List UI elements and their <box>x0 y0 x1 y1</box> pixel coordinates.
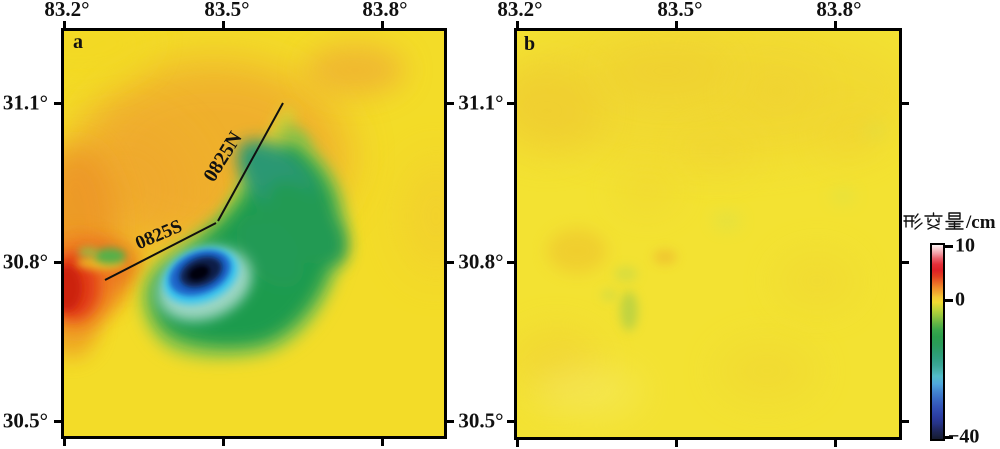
svg-text:/cm: /cm <box>965 212 996 233</box>
svg-text:a: a <box>73 31 83 53</box>
svg-text:b: b <box>524 33 535 55</box>
